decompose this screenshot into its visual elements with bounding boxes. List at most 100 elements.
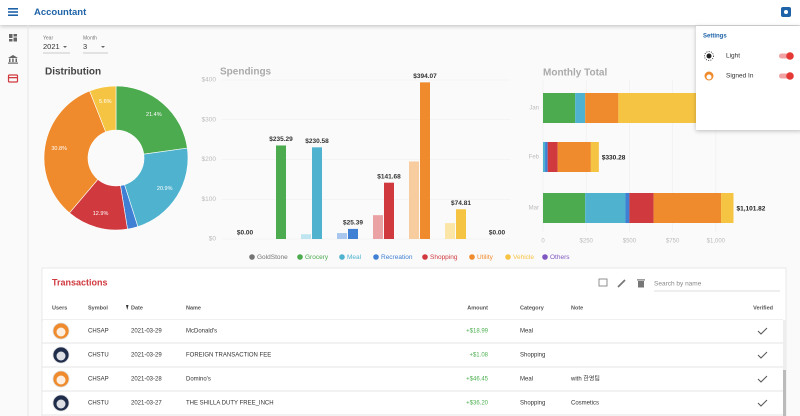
value-label: $25.39 [343, 220, 363, 227]
column-header[interactable]: Users [52, 305, 67, 311]
setting-label: Signed In [726, 73, 754, 80]
bar-segment [585, 93, 619, 123]
sort-arrow[interactable] [126, 305, 129, 310]
x-tick-label: $1,000 [707, 239, 726, 245]
spendings-title: Spendings [220, 67, 272, 78]
cell-amount: +$1.08 [469, 353, 488, 359]
user-avatar-face [56, 351, 66, 361]
user-icon [704, 71, 714, 81]
search-input[interactable]: Search by name [654, 281, 702, 288]
legend-label[interactable]: Grocery [305, 254, 329, 261]
toggle-knob[interactable] [786, 52, 794, 60]
user-avatar-face [56, 327, 66, 337]
legend-label[interactable]: GoldStone [257, 254, 288, 261]
y-tick-label: $200 [202, 156, 217, 163]
cell-name: McDonald's [186, 329, 217, 335]
legend-label[interactable]: Shopping [430, 254, 458, 261]
y-tick-label: Feb [529, 155, 540, 161]
toggle-knob[interactable] [786, 72, 794, 80]
bar [276, 145, 286, 239]
legend-swatch [422, 254, 428, 260]
table-row[interactable] [43, 344, 783, 367]
month-label: Month [83, 35, 97, 41]
column-header[interactable]: Category [520, 305, 545, 311]
legend-label[interactable]: Vehicle [513, 254, 534, 261]
value-label: $394.07 [413, 73, 437, 80]
legend-swatch [249, 254, 255, 260]
total-label: $330.28 [602, 155, 626, 162]
bar-segment [618, 93, 706, 123]
x-tick-label: $500 [623, 239, 637, 245]
cell-amount: +$18.99 [466, 329, 489, 335]
scroll-track [783, 320, 786, 416]
monthly-total-title: Monthly Total [543, 68, 607, 79]
bar-segment [543, 142, 546, 172]
value-label: $235.29 [269, 136, 293, 143]
bar-segment [721, 193, 734, 223]
year-label: Year [43, 35, 53, 41]
cell-date: 2021-03-27 [131, 401, 162, 407]
x-tick-label: $250 [580, 239, 594, 245]
column-header[interactable]: Name [186, 305, 201, 311]
slice-label: 20.9% [157, 186, 173, 192]
pie-slice [43, 90, 107, 214]
year-value[interactable]: 2021 [43, 42, 60, 51]
cell-symbol: CHSAP [88, 329, 109, 335]
value-label: $0.00 [237, 230, 254, 237]
slice-label: 30.8% [51, 146, 67, 152]
card-nav[interactable] [7, 74, 19, 83]
edit-button[interactable] [617, 279, 626, 288]
user-avatar-face [56, 399, 66, 409]
delete-button[interactable] [637, 279, 645, 288]
bar [312, 147, 322, 239]
column-header[interactable]: Date [131, 305, 143, 311]
cell-note: Cosmetics [571, 401, 599, 407]
cell-name: Domino's [186, 377, 211, 383]
transactions-card: Transactions Search by name Users Symbol D… [41, 267, 787, 416]
table-row[interactable] [43, 320, 783, 343]
bar [301, 234, 311, 239]
table-row[interactable] [43, 368, 783, 391]
y-tick-label: $400 [202, 77, 217, 84]
legend-label[interactable]: Meal [347, 254, 362, 261]
table-row[interactable] [43, 392, 783, 415]
y-tick-label: $0 [209, 236, 217, 243]
settings-button[interactable] [781, 7, 791, 17]
cell-amount: +$36.20 [466, 401, 489, 407]
cell-date: 2021-03-29 [131, 353, 162, 359]
column-header[interactable]: Note [571, 305, 583, 311]
column-header[interactable]: Amount [467, 305, 488, 311]
sun-icon [704, 51, 714, 61]
legend-swatch [505, 254, 511, 260]
bar [409, 161, 419, 239]
cell-symbol: CHSTU [88, 353, 109, 359]
legend-label[interactable]: Others [550, 254, 570, 261]
export-button[interactable] [598, 278, 608, 287]
bank-nav[interactable] [8, 55, 18, 64]
cell-category: Shopping [520, 353, 545, 359]
dashboard-nav[interactable] [9, 34, 17, 42]
x-tick-label: $750 [666, 239, 680, 245]
table: Users Symbol Date Name Amount Category Note Ver… [42, 305, 783, 416]
column-header[interactable]: Verified [753, 305, 773, 311]
legend-label[interactable]: Recreation [381, 254, 413, 261]
column-header[interactable]: Symbol [88, 305, 108, 311]
settings-panel: Settings Light Signed In [696, 26, 800, 130]
legend-swatch [339, 254, 345, 260]
legend-swatch [469, 254, 475, 260]
y-tick-label: $100 [202, 196, 217, 203]
cell-date: 2021-03-29 [131, 329, 162, 335]
user-avatar-face [56, 375, 66, 385]
legend-label[interactable]: Utility [477, 254, 494, 261]
scroll-thumb[interactable] [783, 370, 786, 416]
menu-button[interactable] [8, 8, 18, 16]
settings-items: Light Signed In [726, 52, 794, 80]
bar-segment [547, 142, 558, 172]
pie-slice [115, 85, 188, 155]
bar-segment [543, 93, 576, 123]
bar [456, 209, 466, 239]
month-value[interactable]: 3 [83, 42, 87, 51]
setting-label: Light [726, 53, 740, 60]
dropdown-arrow [101, 46, 105, 48]
